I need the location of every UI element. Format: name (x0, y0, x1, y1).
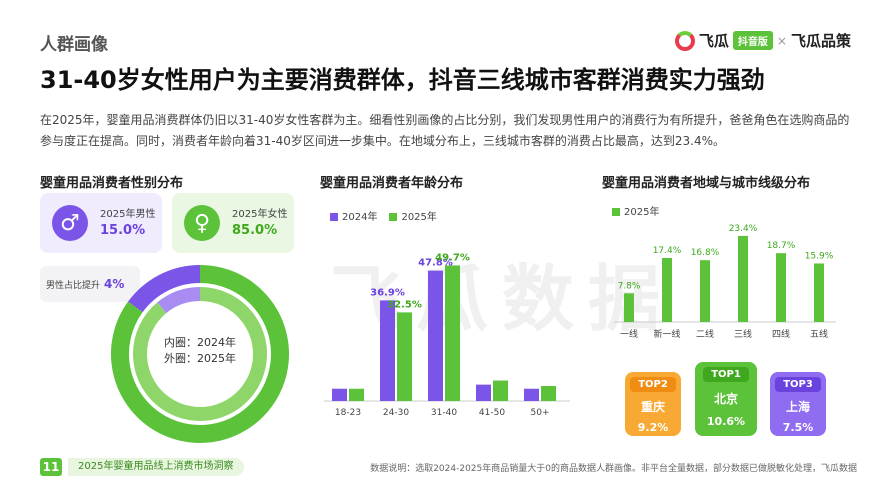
region-legend: 2025年 (612, 203, 659, 218)
region-data-label-2: 16.8% (691, 248, 720, 258)
age-bar-chart: 18-23 36.9%32.5% 24-30 47.8%49.7% 31-40 41-50… (324, 252, 570, 418)
region-tick-2: 二线 (696, 328, 714, 340)
age-data-label-1-1: 32.5% (387, 299, 422, 310)
top-city-card-1: TOP1 北京 10.6% (695, 362, 757, 436)
region-tick-3: 三线 (734, 328, 752, 340)
age-bar-0-1 (380, 300, 395, 401)
age-tick-1: 24-30 (383, 408, 409, 418)
age-bar-0-0 (332, 388, 347, 401)
region-tick-1: 新一线 (653, 328, 680, 340)
age-bar-1-2 (445, 265, 460, 401)
male-label: 2025年男性 (100, 209, 156, 220)
region-data-label-5: 15.9% (805, 251, 834, 261)
male-card: ♂ 2025年男性 15.0% (40, 193, 162, 253)
top-city-rank: TOP1 (703, 367, 749, 382)
male-rise-callout: 男性占比提升 4% (40, 266, 140, 302)
male-value: 15.0% (100, 223, 146, 238)
brand-name: 飞瓜 (698, 32, 729, 50)
age-legend-2025: 2025年 (389, 208, 437, 223)
donut-outer-slice-0 (127, 265, 201, 313)
female-card: ♀ 2025年女性 85.0% (172, 193, 294, 253)
brand-logo: 飞瓜 抖音版 × 飞瓜品策 (674, 30, 851, 51)
region-tick-5: 五线 (810, 328, 828, 340)
brand-separator: × (776, 33, 787, 48)
top-city-value: 7.5% (782, 421, 814, 434)
region-data-label-3: 23.4% (729, 224, 758, 234)
top-city-rank: TOP2 (630, 377, 676, 392)
partner-name: 飞瓜品策 (790, 32, 851, 50)
section-tag: 人群画像 (40, 35, 108, 55)
age-data-label-0-1: 36.9% (370, 287, 405, 298)
brand-badge: 抖音版 (732, 31, 773, 50)
gender-panel-title: 婴童用品消费者性别分布 (40, 176, 184, 191)
region-tick-0: 一线 (620, 328, 638, 340)
region-tick-4: 四线 (772, 328, 790, 340)
age-bar-1-0 (349, 388, 364, 401)
region-data-label-1: 17.4% (653, 246, 682, 256)
top-city-name: 重庆 (640, 400, 665, 414)
region-bar-chart: 7.8% 一线 17.4% 新一线 16.8% 二线 23.4% 三线 18.7% 四线 15.9%… (614, 224, 836, 340)
male-rise-label: 男性占比提升 (46, 280, 101, 291)
region-panel-title: 婴童用品消费者地域与城市线级分布 (602, 176, 811, 191)
age-bar-1-1 (397, 312, 412, 401)
intro-paragraph: 在2025年，婴童用品消费群体仍旧以31-40岁女性客群为主。细看性别画像的占比… (40, 113, 850, 148)
donut-inner-slice-1 (133, 287, 267, 421)
top-city-name: 上海 (785, 400, 810, 414)
female-symbol-icon: ♀ (184, 205, 220, 241)
report-title: 2025年婴童用品线上消费市场洞察 (68, 458, 244, 476)
age-tick-4: 50+ (531, 408, 550, 418)
top-city-name: 北京 (713, 392, 738, 406)
age-tick-0: 18-23 (335, 408, 361, 418)
region-legend-2025: 2025年 (612, 203, 659, 218)
age-bar-1-4 (541, 386, 556, 401)
region-bar-3 (738, 235, 748, 322)
brand-mark-icon (674, 30, 695, 51)
region-bar-4 (776, 253, 786, 322)
donut-center-line2: 外圈：2025年 (164, 351, 236, 365)
top-city-card-3: TOP3 上海 7.5% (770, 372, 826, 436)
age-tick-2: 31-40 (431, 408, 457, 418)
region-data-label-4: 18.7% (767, 241, 796, 251)
top-city-rank: TOP3 (775, 377, 821, 392)
top-city-value: 10.6% (706, 415, 746, 428)
age-data-label-1-2: 49.7% (435, 252, 470, 263)
female-value: 85.0% (232, 223, 278, 238)
top-city-card-2: TOP2 重庆 9.2% (625, 372, 681, 436)
donut-outer-slice-1 (111, 265, 289, 443)
age-legend-2024: 2024年 (330, 208, 377, 223)
data-note: 数据说明：选取2024-2025年商品销量大于0的商品数据人群画像。非平台全量数… (370, 464, 857, 474)
top-city-value: 9.2% (637, 421, 669, 434)
gender-donut-chart: 内圈：2024年 外圈：2025年 (111, 265, 289, 443)
age-panel-title: 婴童用品消费者年龄分布 (320, 176, 464, 191)
region-data-label-0: 7.8% (618, 281, 641, 291)
age-legend: 2024年 2025年 (330, 208, 437, 223)
headline: 31-40岁女性用户为主要消费群体，抖音三线城市客群消费实力强劲 (40, 66, 765, 94)
male-rise-value: 4% (104, 277, 125, 291)
region-bar-0 (624, 293, 634, 322)
age-data-label-0-2: 47.8% (418, 258, 453, 269)
region-bar-1 (662, 257, 672, 322)
page-number: 11 (40, 458, 62, 476)
region-bar-2 (700, 260, 710, 322)
age-bar-0-2 (428, 270, 443, 401)
age-bar-1-3 (493, 380, 508, 401)
female-label: 2025年女性 (232, 209, 288, 220)
donut-center-line1: 内圈：2024年 (164, 335, 236, 349)
age-bar-0-4 (524, 388, 539, 401)
age-tick-3: 41-50 (479, 408, 505, 418)
age-bar-0-3 (476, 384, 491, 401)
donut-inner-slice-0 (157, 287, 201, 314)
male-symbol-icon: ♂ (52, 205, 88, 241)
region-bar-5 (814, 263, 824, 322)
